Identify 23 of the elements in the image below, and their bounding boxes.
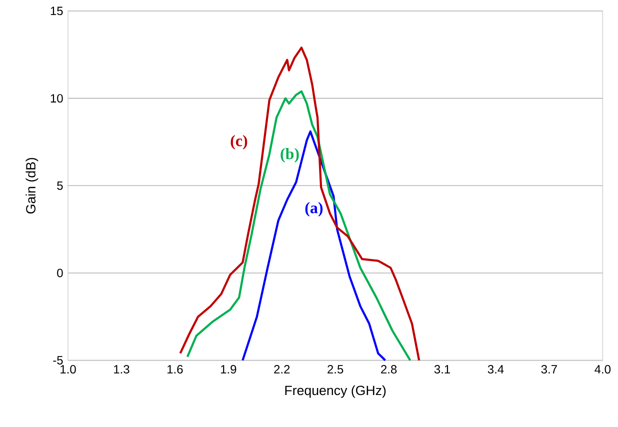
x-tick-label: 3.1: [434, 365, 450, 374]
x-tick-label: 4.0: [594, 365, 611, 374]
series-label: (c): [230, 134, 248, 150]
y-axis-title: Gain (dB): [26, 158, 38, 214]
y-tick-label: -5: [53, 356, 63, 365]
x-tick-label: 1.9: [220, 365, 236, 374]
x-tick-label: 2.2: [274, 365, 290, 374]
x-tick-label: 3.7: [541, 365, 557, 374]
series-label: (a): [305, 202, 323, 217]
y-tick-label: 5: [57, 181, 63, 190]
x-tick-label: 1.3: [114, 365, 130, 374]
x-tick-label: 3.4: [488, 365, 504, 374]
x-tick-label: 2.5: [328, 365, 344, 374]
y-tick-label: 0: [57, 268, 63, 278]
x-tick-label: 1.6: [168, 365, 183, 374]
y-tick-label: 15: [50, 6, 63, 16]
x-tick-label: 1.0: [60, 365, 76, 374]
line-series: [179, 46, 420, 362]
x-axis-title: Frequency (GHz): [285, 385, 386, 398]
x-tick-label: 2.8: [381, 365, 397, 374]
series-label: (b): [280, 148, 299, 163]
y-tick-label: 10: [50, 94, 63, 103]
line-series: [186, 90, 412, 362]
